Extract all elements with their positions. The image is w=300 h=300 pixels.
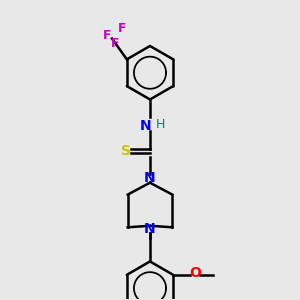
Text: N: N: [144, 222, 156, 236]
Text: F: F: [103, 29, 112, 42]
Text: F: F: [111, 37, 119, 50]
Text: F: F: [118, 22, 127, 34]
Text: S: S: [121, 145, 131, 158]
Text: H: H: [156, 118, 165, 131]
Text: N: N: [140, 119, 152, 133]
Text: O: O: [190, 266, 201, 280]
Text: N: N: [144, 171, 156, 185]
